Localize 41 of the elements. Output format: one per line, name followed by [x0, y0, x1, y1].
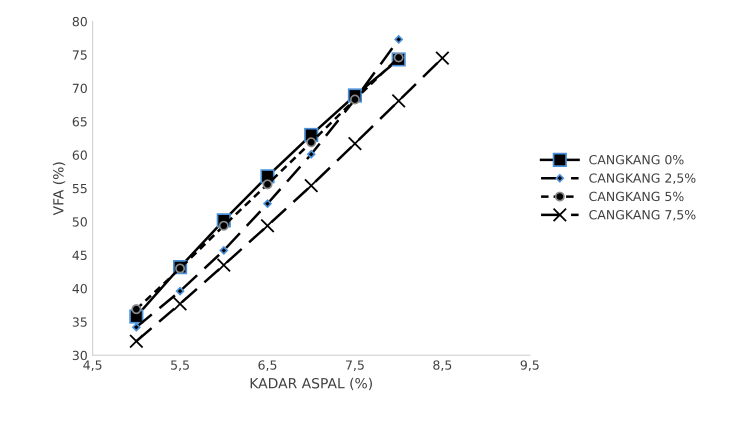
point — [306, 150, 316, 159]
point — [304, 178, 318, 193]
legend-label: CANGKANG 7,5% — [589, 210, 696, 221]
y-tick-label: 55 — [72, 184, 87, 194]
x-tick-label: 8,5 — [433, 360, 452, 372]
y-tick-label: 80 — [72, 16, 87, 26]
legend-label: CANGKANG 0% — [589, 154, 684, 164]
point — [176, 286, 184, 296]
x-axis-title: KADAR ASPAL (%) — [250, 378, 372, 390]
y-tick-label: 75 — [72, 50, 87, 60]
x-tick-label: 4,5 — [83, 360, 102, 372]
point — [435, 50, 450, 66]
point — [172, 296, 188, 311]
x-tick-label: 9,5 — [520, 360, 539, 372]
point — [131, 304, 142, 314]
point — [263, 199, 272, 208]
point — [348, 136, 362, 151]
x-tick-label: 7,5 — [346, 360, 364, 372]
legend-label: CANGKANG 5% — [589, 192, 684, 202]
point — [216, 258, 231, 272]
y-axis-title: VFA (%) — [52, 162, 66, 216]
x-tick-label: 5,5 — [171, 360, 189, 372]
point — [392, 94, 406, 108]
point — [394, 35, 403, 44]
y-tick-label: 50 — [72, 217, 87, 227]
y-tick-label: 30 — [72, 350, 87, 360]
point — [218, 220, 229, 231]
point — [306, 137, 316, 148]
point — [129, 334, 144, 348]
y-tick-label: 60 — [72, 150, 87, 160]
y-tick-label: 45 — [72, 250, 87, 260]
legend-label: CANGKANG 2,5% — [589, 173, 696, 184]
y-tick-label: 70 — [72, 84, 87, 94]
x-tick-label: 6,5 — [258, 360, 276, 372]
y-tick-label: 35 — [72, 317, 87, 327]
y-tick-label: 40 — [72, 284, 87, 294]
point — [220, 246, 228, 255]
point — [260, 218, 275, 233]
point — [262, 179, 273, 190]
point — [132, 322, 141, 332]
y-tick-label: 65 — [72, 117, 87, 126]
